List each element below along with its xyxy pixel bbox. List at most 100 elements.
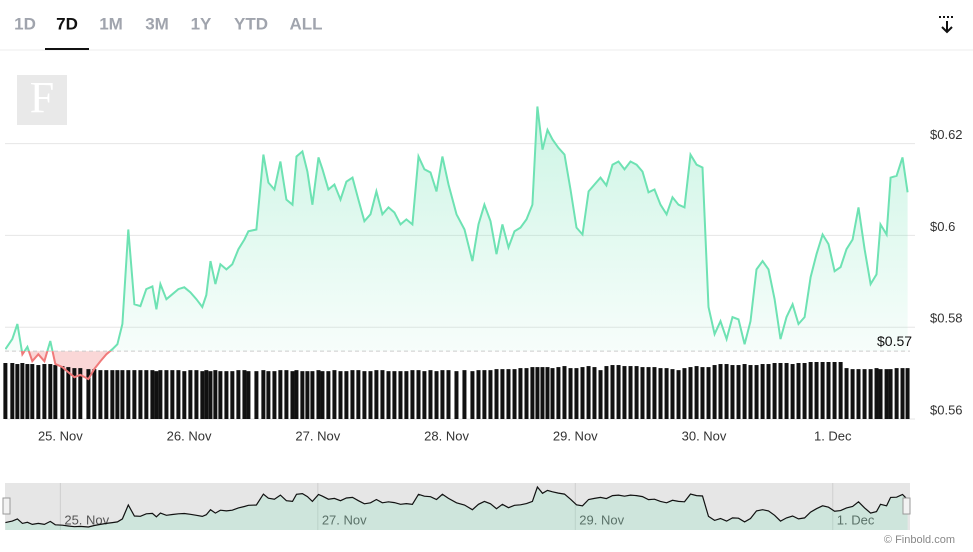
x-tick-label: 30. Nov <box>682 428 727 443</box>
volume-bar <box>796 363 801 419</box>
download-icon[interactable] <box>939 16 955 34</box>
volume-bar <box>862 369 867 419</box>
volume-bar <box>428 370 433 419</box>
volume-bar <box>754 365 759 419</box>
volume-bar <box>790 364 795 419</box>
volume-bar <box>748 365 753 419</box>
volume-bar <box>213 370 218 419</box>
volume-bar <box>712 365 717 419</box>
navigator-line <box>5 485 909 528</box>
volume-bar <box>242 370 247 419</box>
volume-bar <box>30 364 35 419</box>
volume-bar <box>15 364 20 419</box>
volume-bar <box>98 370 103 419</box>
volume-bar <box>736 365 741 419</box>
volume-bar <box>874 368 879 419</box>
volume-bar <box>470 371 475 419</box>
volume-bar <box>688 367 693 419</box>
volume-bar <box>640 367 645 419</box>
time-range-tab[interactable]: 1M <box>99 14 123 33</box>
volume-bar <box>884 369 889 419</box>
volume-bar <box>556 367 561 419</box>
x-tick-label: 26. Nov <box>167 428 212 443</box>
volume-bar <box>694 366 699 419</box>
volume-bar <box>200 371 205 419</box>
volume-bar <box>524 368 529 419</box>
volume-bar <box>742 364 747 419</box>
volume-bar <box>832 362 837 419</box>
volume-bar <box>362 371 367 419</box>
volume-bar <box>53 365 58 419</box>
volume-bar <box>586 366 591 419</box>
volume-bar <box>760 364 765 419</box>
volume-bar <box>368 371 373 419</box>
volume-bar <box>658 368 663 419</box>
volume-bar <box>224 371 229 419</box>
volume-bar <box>158 370 163 419</box>
volume-bar <box>254 371 259 419</box>
navigator-handle[interactable] <box>902 497 911 515</box>
volume-bar <box>154 371 159 419</box>
volume-bar <box>294 370 299 419</box>
volume-bar <box>808 362 813 419</box>
navigator-label: 1. Dec <box>837 512 875 527</box>
time-range-tab[interactable]: YTD <box>234 14 268 33</box>
volume-bar <box>592 367 597 419</box>
volume-bar <box>374 370 379 419</box>
volume-bar <box>194 370 199 419</box>
volume-bar <box>700 367 705 419</box>
volume-bar <box>36 365 41 419</box>
volume-bar <box>350 370 355 419</box>
logo-box <box>17 75 67 125</box>
volume-bar <box>115 370 120 419</box>
volume-bar <box>545 367 550 419</box>
x-tick-label: 29. Nov <box>553 428 598 443</box>
volume-bar <box>616 365 621 419</box>
navigator-label: 25. Nov <box>64 512 109 527</box>
volume-bar <box>261 370 266 419</box>
volume-bar <box>66 367 71 419</box>
volume-bar <box>610 365 615 419</box>
volume-bar <box>290 371 295 419</box>
price-area-down <box>5 351 908 380</box>
volume-bar <box>356 370 361 419</box>
volume-bar <box>272 371 277 419</box>
time-range-tab[interactable]: 1Y <box>191 14 212 33</box>
volume-bar <box>132 370 137 419</box>
volume-bar <box>550 368 555 419</box>
volume-bar <box>92 369 97 419</box>
volume-bar <box>42 364 47 419</box>
volume-bar <box>730 365 735 419</box>
volume-bar <box>404 371 409 419</box>
navigator-label: 27. Nov <box>322 512 367 527</box>
volume-bar <box>316 370 321 419</box>
time-range-tab[interactable]: ALL <box>289 14 322 33</box>
active-tab-underline <box>45 48 89 50</box>
volume-bar <box>682 368 687 419</box>
volume-bar <box>126 370 131 419</box>
volume-bar <box>164 370 169 419</box>
time-range-tab[interactable]: 3M <box>145 14 169 33</box>
navigator-bg <box>5 483 910 530</box>
volume-bar <box>86 369 91 419</box>
volume-bar <box>766 364 771 419</box>
navigator-handle[interactable] <box>2 497 11 515</box>
time-range-tab[interactable]: 7D <box>56 14 78 33</box>
volume-bar <box>3 363 8 419</box>
volume-bar <box>392 371 397 419</box>
volume-bar <box>820 362 825 419</box>
volume-bar <box>580 367 585 419</box>
volume-bar <box>634 366 639 419</box>
volume-bar <box>838 362 843 419</box>
volume-bar <box>784 363 789 419</box>
volume-bar <box>208 371 213 419</box>
volume-bar <box>494 369 499 419</box>
volume-bar <box>218 371 223 419</box>
time-range-tab[interactable]: 1D <box>14 14 36 33</box>
volume-bar <box>416 370 421 419</box>
volume-bar <box>488 370 493 419</box>
volume-bar <box>844 368 849 419</box>
volume-bar <box>300 371 305 419</box>
volume-bar <box>310 371 315 419</box>
volume-bar <box>878 369 883 419</box>
